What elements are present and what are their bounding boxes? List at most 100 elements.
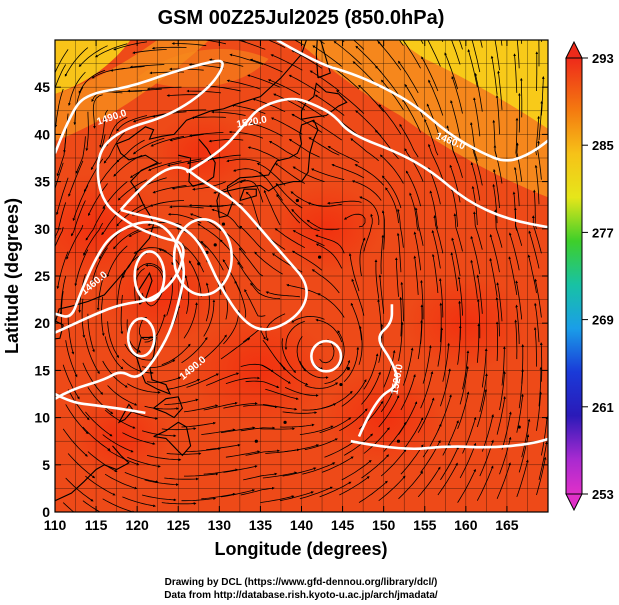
streamline xyxy=(211,110,246,116)
streamline xyxy=(428,79,444,116)
streamline xyxy=(265,313,286,342)
streamline xyxy=(457,276,463,316)
streamline xyxy=(527,254,537,294)
streamline xyxy=(350,302,362,341)
streamline xyxy=(437,394,452,431)
streamline xyxy=(442,420,459,456)
streamline xyxy=(68,71,86,107)
streamline xyxy=(99,230,123,260)
streamline xyxy=(161,343,191,366)
streamline xyxy=(458,300,461,341)
x-tick-label: 165 xyxy=(495,517,519,533)
streamline xyxy=(186,373,219,388)
streamline xyxy=(474,72,483,112)
streamline xyxy=(519,77,523,118)
streamline xyxy=(397,60,419,94)
streamline xyxy=(107,449,140,466)
y-tick-label: 30 xyxy=(34,221,50,237)
streamline xyxy=(96,272,106,311)
streamline xyxy=(433,215,444,254)
streamline xyxy=(476,274,483,314)
streamline xyxy=(117,179,148,201)
streamline xyxy=(292,230,325,247)
streamline xyxy=(339,476,370,496)
streamline xyxy=(538,366,543,407)
streamline xyxy=(479,373,488,412)
streamline xyxy=(324,440,356,458)
streamline xyxy=(377,40,402,71)
streamline xyxy=(291,208,320,232)
streamline xyxy=(120,294,124,335)
streamline xyxy=(81,298,86,339)
streamline xyxy=(381,175,402,209)
streamline xyxy=(206,84,241,92)
streamline xyxy=(171,183,207,190)
streamline xyxy=(226,158,261,164)
streamline xyxy=(273,93,306,111)
island-7 xyxy=(339,382,343,387)
streamline xyxy=(262,339,286,371)
streamline xyxy=(67,315,75,355)
colorbar-label: 253 xyxy=(592,487,614,502)
streamline xyxy=(88,183,108,217)
streamline xyxy=(496,396,506,435)
streamline xyxy=(293,40,306,47)
streamline xyxy=(292,166,325,182)
streamline xyxy=(470,235,481,275)
streamline xyxy=(533,327,537,367)
streamline xyxy=(413,255,419,295)
streamline xyxy=(286,283,320,296)
streamline xyxy=(402,98,421,133)
streamline xyxy=(239,180,264,203)
streamline xyxy=(339,408,368,432)
streamline xyxy=(378,274,385,314)
streamline xyxy=(497,70,503,110)
streamline xyxy=(149,200,185,207)
streamline xyxy=(249,122,283,137)
streamline xyxy=(528,230,540,269)
streamline xyxy=(481,348,488,388)
streamline xyxy=(400,281,404,322)
streamline xyxy=(515,142,523,182)
streamline xyxy=(321,390,353,409)
streamline xyxy=(262,404,298,411)
streamline xyxy=(169,205,204,209)
y-tick-label: 10 xyxy=(34,410,50,426)
streamline xyxy=(285,444,320,452)
streamline xyxy=(385,187,399,224)
streamline xyxy=(152,185,187,194)
y-tick-label: 40 xyxy=(34,126,50,142)
streamline xyxy=(470,259,478,299)
streamline xyxy=(211,208,241,230)
streamline xyxy=(169,134,204,142)
streamline xyxy=(166,452,202,456)
streamline xyxy=(161,427,197,431)
streamline xyxy=(191,116,226,120)
streamline xyxy=(122,432,156,445)
streamline xyxy=(440,368,451,407)
streamline xyxy=(513,166,520,207)
streamline xyxy=(124,472,159,483)
orange-patch-n xyxy=(137,49,269,88)
streamline xyxy=(534,164,540,205)
streamline xyxy=(122,358,154,375)
streamline xyxy=(78,45,108,68)
streamline xyxy=(144,479,179,486)
streamline xyxy=(206,372,240,386)
streamline xyxy=(124,343,155,362)
island-8 xyxy=(254,439,258,443)
streamline xyxy=(521,344,525,384)
streamline xyxy=(534,278,542,318)
streamline xyxy=(403,417,424,450)
streamline xyxy=(151,46,187,50)
streamline xyxy=(363,213,373,252)
x-tick-label: 150 xyxy=(372,517,396,533)
colorbar-bottom-arrow xyxy=(565,493,583,512)
streamline xyxy=(113,41,148,51)
map-title: GSM 00Z25Jul2025 (850.0hPa) xyxy=(158,7,445,29)
streamline xyxy=(103,132,126,164)
streamline xyxy=(359,237,366,277)
streamline xyxy=(245,449,280,456)
streamline xyxy=(467,49,478,88)
streamline xyxy=(331,164,365,179)
